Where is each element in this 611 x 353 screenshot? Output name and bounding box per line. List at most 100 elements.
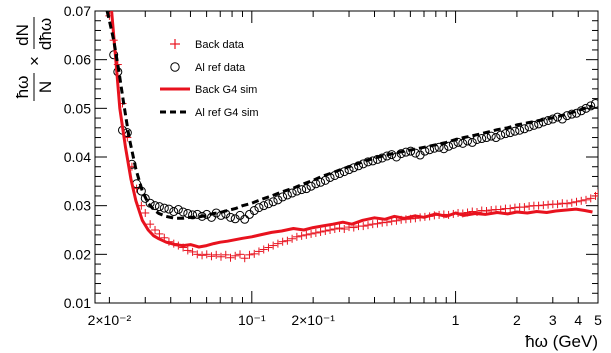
data-point-al-ref-data xyxy=(406,146,416,156)
data-point-back-data xyxy=(231,251,240,260)
data-point-back-data xyxy=(198,251,207,260)
data-point-al-ref-data xyxy=(154,202,164,212)
legend: Back data Al ref data Back G4 sim Al ref… xyxy=(160,39,259,119)
axis-tick-labels: 2×10⁻² 10⁻¹ 2×10⁻¹ 1 2 3 4 5 0.01 0.02 0.03 0.04 0.0… xyxy=(64,3,602,328)
data-point-al-ref-data xyxy=(278,192,288,202)
data-point-back-data xyxy=(316,227,325,236)
data-point-back-data xyxy=(335,224,344,233)
data-point-back-data xyxy=(340,225,349,234)
data-point-back-data xyxy=(250,249,259,258)
data-point-al-ref-data xyxy=(567,109,577,119)
data-point-al-ref-data xyxy=(263,199,273,209)
data-point-al-ref-data xyxy=(311,179,321,189)
data-point-back-data xyxy=(254,247,263,256)
data-point-back-data xyxy=(288,234,297,243)
data-point-al-ref-data xyxy=(576,106,586,116)
plot-frame xyxy=(94,10,599,304)
data-point-back-data xyxy=(155,229,164,238)
legend-label-al-ref-g4-sim: Al ref G4 sim xyxy=(195,107,259,119)
data-point-al-ref-data xyxy=(590,98,598,108)
data-point-al-ref-data xyxy=(306,181,316,191)
data-point-al-ref-data xyxy=(372,154,382,164)
data-point-back-data xyxy=(520,203,529,212)
data-point-back-data xyxy=(226,253,235,262)
data-point-back-data xyxy=(363,221,372,230)
x-tick-label: 5 xyxy=(594,312,602,328)
y-label-num2: dN xyxy=(13,24,32,46)
y-tick-label: 0.06 xyxy=(64,52,91,68)
data-point-al-ref-data xyxy=(164,204,174,214)
data-point-al-ref-data xyxy=(496,130,506,140)
data-point-back-data xyxy=(273,239,282,248)
data-point-al-ref-data xyxy=(458,138,468,148)
data-point-back-data xyxy=(572,197,581,206)
series-layer xyxy=(105,11,598,263)
data-point-back-data xyxy=(278,237,287,246)
y-tick-label: 0.01 xyxy=(64,295,91,311)
y-tick-label: 0.05 xyxy=(64,100,91,116)
x-tick-label: 3 xyxy=(549,312,557,328)
data-point-back-data xyxy=(207,252,216,261)
data-point-back-data xyxy=(259,245,268,254)
data-point-back-data xyxy=(202,250,211,259)
data-point-back-data xyxy=(245,250,254,259)
data-point-back-data xyxy=(373,219,382,228)
data-point-back-data xyxy=(264,243,273,252)
data-point-al-ref-data xyxy=(410,148,420,158)
data-point-back-data xyxy=(311,228,320,237)
x-tick-label: 2 xyxy=(513,312,521,328)
data-point-al-ref-data xyxy=(297,185,307,195)
data-point-al-ref-data xyxy=(197,211,207,221)
data-point-back-data xyxy=(221,250,230,259)
y-axis-label: ħω N × dN dħω xyxy=(13,17,55,101)
y-label-den2: dħω xyxy=(36,18,55,50)
data-point-al-ref-data xyxy=(363,157,373,167)
data-point-back-data xyxy=(297,231,306,240)
data-point-al-ref-data xyxy=(481,133,491,143)
data-point-al-ref-data xyxy=(543,116,553,125)
data-point-al-ref-data xyxy=(339,167,349,177)
legend-label-al-ref-data: Al ref data xyxy=(195,62,246,74)
data-point-al-ref-data xyxy=(159,203,169,213)
data-point-al-ref-data xyxy=(188,210,198,220)
data-point-back-data xyxy=(577,196,586,205)
data-point-al-ref-data xyxy=(254,203,264,213)
data-point-back-data xyxy=(359,222,368,231)
data-point-back-data xyxy=(563,199,572,208)
data-point-back-data xyxy=(581,195,590,204)
data-point-al-ref-data xyxy=(173,205,183,215)
y-tick-label: 0.02 xyxy=(64,246,91,262)
data-point-al-ref-data xyxy=(486,131,496,141)
data-point-back-data xyxy=(235,250,244,259)
data-point-al-ref-data xyxy=(396,149,406,159)
data-point-al-ref-data xyxy=(225,212,235,222)
data-point-back-data xyxy=(330,225,339,234)
legend-entry-back-g4-sim: Back G4 sim xyxy=(160,84,257,96)
data-point-al-ref-data xyxy=(287,188,297,198)
data-point-back-data xyxy=(283,236,292,245)
data-point-al-ref-data xyxy=(240,214,250,224)
data-point-back-data xyxy=(151,226,160,234)
data-point-back-data xyxy=(183,246,192,255)
data-point-back-data xyxy=(506,204,515,213)
y-label-den: N xyxy=(36,81,55,93)
data-point-al-ref-data xyxy=(192,209,202,219)
data-point-back-data xyxy=(146,220,155,229)
data-point-al-ref-data xyxy=(510,126,520,136)
data-point-back-data xyxy=(586,194,595,203)
data-point-back-data xyxy=(216,252,225,261)
series-line-al-ref-g4-sim xyxy=(105,11,593,220)
data-point-al-ref-data xyxy=(439,144,449,154)
data-point-back-data xyxy=(326,226,335,234)
legend-entry-al-ref-g4-sim: Al ref G4 sim xyxy=(160,107,259,119)
y-label-times: × xyxy=(25,56,44,66)
legend-label-back-g4-sim: Back G4 sim xyxy=(195,84,257,96)
data-point-al-ref-data xyxy=(491,133,501,143)
data-point-al-ref-data xyxy=(354,161,364,171)
data-point-al-ref-data xyxy=(382,151,392,161)
data-point-al-ref-data xyxy=(259,201,269,211)
data-point-al-ref-data xyxy=(268,197,278,207)
data-point-al-ref-data xyxy=(505,128,515,138)
data-point-al-ref-data xyxy=(273,195,283,205)
